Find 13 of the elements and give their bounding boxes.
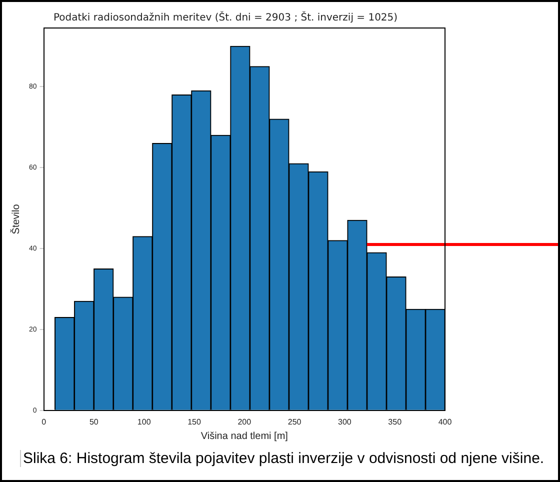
x-axis-title: Višina nad tlemi [m] (200, 430, 288, 442)
x-tick-label: 150 (188, 417, 202, 426)
chart-title: Podatki radiosondažnih meritev (Št. dni = 2903 ; Št. inverzij = 1025) (53, 10, 398, 24)
x-tick-label: 200 (238, 417, 252, 426)
x-tick-label: 250 (288, 417, 302, 426)
x-tick-label: 100 (137, 417, 152, 426)
x-tick-label: 50 (89, 417, 99, 426)
text: Slika 6: Histogram števila pojavitev plasti inverzije v odvisnosti od njene višine. (20, 450, 544, 467)
x-tick-label: 400 (438, 417, 452, 426)
x-tick-label: 350 (388, 417, 402, 426)
x-tick-label: 300 (338, 417, 352, 426)
y-axis-title: Število (10, 204, 22, 234)
x-tick-label: 0 (42, 417, 47, 426)
